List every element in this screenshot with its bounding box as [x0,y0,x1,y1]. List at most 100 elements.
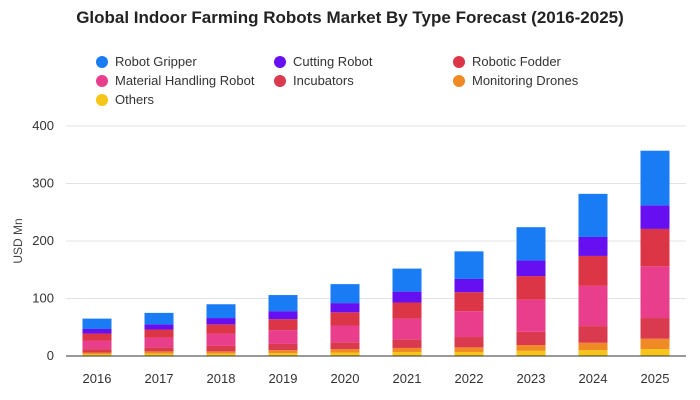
bar-segment-monitoring-drones[interactable] [268,350,298,354]
bar-segment-incubators[interactable] [330,342,360,350]
bar-segment-cutting-robot[interactable] [268,311,298,320]
bar-stack-2018[interactable] [206,304,236,356]
bar-segment-cutting-robot[interactable] [144,324,174,330]
bar-segment-monitoring-drones[interactable] [144,351,174,354]
legend-item-monitoring-drones[interactable]: Monitoring Drones [453,73,578,88]
bar-segment-cutting-robot[interactable] [578,236,608,256]
bar-segment-incubators[interactable] [268,343,298,351]
legend-marker [274,74,286,87]
bar-segment-monitoring-drones[interactable] [578,342,608,351]
bar-segment-incubators[interactable] [82,349,112,353]
bar-segment-monitoring-drones[interactable] [206,351,236,354]
bar-segment-robot-gripper[interactable] [82,318,112,329]
legend-label: Cutting Robot [293,54,373,69]
bar-segment-others[interactable] [516,350,546,356]
bar-segment-incubators[interactable] [144,347,174,352]
legend-item-material-handling-robot[interactable]: Material Handling Robot [96,73,254,88]
x-tick-label: 2016 [83,371,112,386]
bar-segment-others[interactable] [578,350,608,356]
bar-segment-others[interactable] [454,351,484,356]
legend-marker [453,74,465,87]
legend-item-cutting-robot[interactable]: Cutting Robot [274,54,373,69]
bar-segment-robotic-fodder[interactable] [82,333,112,341]
bar-segment-robot-gripper[interactable] [144,312,174,325]
bar-segment-robot-gripper[interactable] [454,251,484,279]
legend-item-robot-gripper[interactable]: Robot Gripper [96,54,197,69]
bar-segment-incubators[interactable] [640,318,670,339]
bar-segment-robot-gripper[interactable] [516,227,546,261]
legend-item-others[interactable]: Others [96,92,154,107]
bar-segment-cutting-robot[interactable] [82,328,112,334]
bar-segment-material-handling-robot[interactable] [578,285,608,327]
bar-segment-robot-gripper[interactable] [206,304,236,319]
bar-segment-others[interactable] [82,354,112,356]
bar-segment-others[interactable] [144,353,174,356]
bar-segment-robot-gripper[interactable] [330,284,360,304]
bar-stack-2020[interactable] [330,284,360,356]
bar-segment-robotic-fodder[interactable] [330,312,360,326]
bar-segment-robotic-fodder[interactable] [640,228,670,267]
bar-segment-incubators[interactable] [454,337,484,348]
bar-segment-robotic-fodder[interactable] [268,319,298,331]
bar-segment-robot-gripper[interactable] [640,150,670,206]
bar-segment-incubators[interactable] [578,326,608,343]
bar-segment-monitoring-drones[interactable] [82,352,112,355]
legend-item-incubators[interactable]: Incubators [274,73,354,88]
bar-segment-others[interactable] [330,352,360,356]
bar-segment-robot-gripper[interactable] [392,268,422,292]
bar-stack-2021[interactable] [392,268,422,356]
bar-stack-2025[interactable] [640,150,670,356]
bar-stack-2017[interactable] [144,312,174,356]
bar-segment-monitoring-drones[interactable] [640,338,670,350]
bar-segment-others[interactable] [392,351,422,356]
bar-segment-robotic-fodder[interactable] [454,292,484,312]
bar-segment-others[interactable] [206,353,236,356]
bar-segment-robotic-fodder[interactable] [392,302,422,319]
bar-segment-material-handling-robot[interactable] [454,311,484,338]
bar-segment-robot-gripper[interactable] [268,295,298,312]
bar-stack-2022[interactable] [454,251,484,356]
bar-segment-cutting-robot[interactable] [640,205,670,229]
bar-segment-robotic-fodder[interactable] [206,324,236,334]
bar-segment-incubators[interactable] [516,331,546,346]
y-tick-label: 300 [32,176,54,191]
bar-segment-cutting-robot[interactable] [516,260,546,277]
bar-segment-monitoring-drones[interactable] [330,349,360,353]
bar-segment-others[interactable] [268,353,298,356]
legend-marker [96,74,108,87]
bar-segment-material-handling-robot[interactable] [640,266,670,319]
bar-segment-material-handling-robot[interactable] [516,299,546,332]
bar-segment-material-handling-robot[interactable] [82,340,112,350]
chart-title: Global Indoor Farming Robots Market By T… [76,8,624,27]
bar-segment-cutting-robot[interactable] [330,303,360,313]
legend-label: Incubators [293,73,354,88]
legend-item-robotic-fodder[interactable]: Robotic Fodder [453,54,561,69]
bar-segment-material-handling-robot[interactable] [392,318,422,340]
bar-segment-robot-gripper[interactable] [578,193,608,237]
bar-segment-monitoring-drones[interactable] [516,345,546,351]
bar-segment-others[interactable] [640,349,670,356]
x-tick-label: 2017 [145,371,174,386]
x-tick-label: 2021 [393,371,422,386]
bar-segment-incubators[interactable] [206,345,236,352]
bar-stack-2016[interactable] [82,318,112,356]
bar-segment-monitoring-drones[interactable] [454,347,484,352]
bar-segment-material-handling-robot[interactable] [206,333,236,346]
bar-segment-robotic-fodder[interactable] [578,255,608,286]
bar-stack-2019[interactable] [268,295,298,356]
bar-segment-robotic-fodder[interactable] [144,329,174,338]
bar-segment-monitoring-drones[interactable] [392,347,422,352]
x-tick-label: 2019 [269,371,298,386]
bar-segment-cutting-robot[interactable] [392,291,422,303]
bar-segment-material-handling-robot[interactable] [330,325,360,343]
bar-segment-material-handling-robot[interactable] [144,337,174,348]
bar-stack-2023[interactable] [516,227,546,356]
bar-segment-cutting-robot[interactable] [206,318,236,325]
bar-segment-robotic-fodder[interactable] [516,276,546,300]
legend-marker [453,55,465,68]
bar-segment-incubators[interactable] [392,339,422,348]
bar-segment-material-handling-robot[interactable] [268,330,298,344]
bar-segment-cutting-robot[interactable] [454,278,484,293]
bar-stack-2024[interactable] [578,193,608,356]
y-tick-label: 400 [32,118,54,133]
